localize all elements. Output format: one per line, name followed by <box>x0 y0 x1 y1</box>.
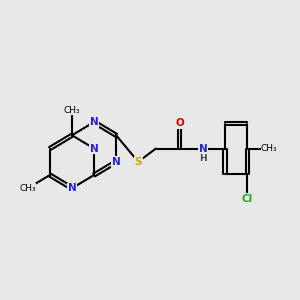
Text: O: O <box>175 118 184 128</box>
Text: N: N <box>68 183 76 193</box>
Text: S: S <box>134 157 142 167</box>
Text: CH₃: CH₃ <box>64 106 80 115</box>
Text: N: N <box>112 157 121 167</box>
Text: N: N <box>90 117 98 127</box>
Text: CH₃: CH₃ <box>20 184 36 193</box>
Text: Cl: Cl <box>242 194 253 204</box>
Text: H: H <box>199 154 207 163</box>
Text: CH₃: CH₃ <box>261 144 278 153</box>
Text: N: N <box>199 143 207 154</box>
Text: N: N <box>90 143 98 154</box>
